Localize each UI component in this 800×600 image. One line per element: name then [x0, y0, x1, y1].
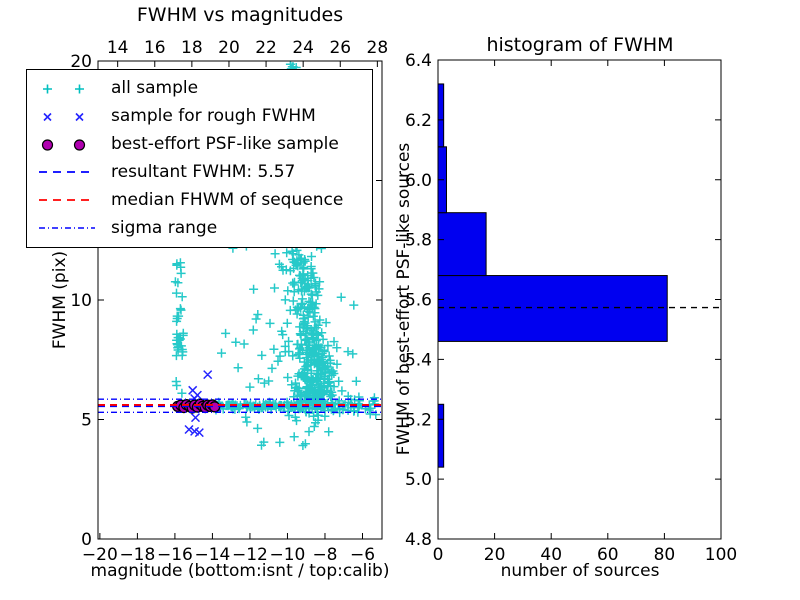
right-plot-x-tick-label: 80 — [654, 545, 676, 565]
legend-item-label: median FHWM of sequence — [111, 189, 344, 210]
right-plot-y-tick-label: 5.8 — [405, 231, 432, 251]
legend-item-label: resultant FWHM: 5.57 — [111, 161, 296, 182]
right-plot-data — [437, 83, 721, 468]
histogram-bar — [437, 275, 668, 342]
legend-item-label: sigma range — [111, 217, 218, 238]
right-plot-ylabel: FWHM of best-effort PSF-like sources — [394, 142, 414, 456]
left-plot-x-top-tick-label: 26 — [329, 38, 351, 58]
right-plot-x-tick-label: 100 — [705, 545, 737, 565]
legend-item-0: all sample — [35, 79, 368, 99]
histogram-bar — [437, 212, 487, 277]
plus-icon — [35, 79, 99, 99]
left-plot-x-top-tick-label: 16 — [144, 38, 166, 58]
left-plot-x-bottom-tick-label: −8 — [312, 545, 337, 565]
dashed-line-icon — [35, 162, 99, 182]
left-plot-x-top-tick-label: 24 — [292, 38, 314, 58]
right-plot-y-tick-label: 6.2 — [405, 111, 432, 131]
left-plot-x-bottom-tick-label: −16 — [157, 545, 193, 565]
dashdot-line-icon — [35, 218, 99, 238]
left-plot-x-bottom-tick-label: −10 — [270, 545, 306, 565]
left-plot-x-top-tick-label: 22 — [255, 38, 277, 58]
left-plot-y-tick-label: 0 — [81, 530, 92, 550]
right-plot-x-tick-label: 40 — [540, 545, 562, 565]
right-plot-y-tick-label: 6.0 — [405, 171, 432, 191]
right-plot-y-tick-label: 6.4 — [405, 51, 432, 71]
left-plot-xlabel: magnitude (bottom:isnt / top:calib) — [90, 561, 390, 581]
left-plot-x-bottom-tick-label: −18 — [119, 545, 155, 565]
circle-icon — [35, 135, 99, 155]
left-plot-title: FWHM vs magnitudes — [136, 4, 344, 26]
legend-item-4: median FHWM of sequence — [35, 190, 368, 210]
left-plot-data — [98, 61, 382, 450]
legend-item-1: sample for rough FWHM — [35, 107, 368, 127]
left-plot-x-bottom-tick-label: −20 — [82, 545, 118, 565]
right-plot-y-tick-label: 5.4 — [405, 350, 432, 370]
cross-icon — [35, 107, 99, 127]
right-plot-xlabel: number of sources — [500, 561, 660, 581]
right-plot-y-tick-label: 5.6 — [405, 291, 432, 311]
right-plot-y-tick-label: 5.2 — [405, 410, 432, 430]
left-plot-ylabel: FWHM (pix) — [50, 250, 70, 350]
right-plot-title: histogram of FWHM — [486, 34, 674, 56]
legend-item-3: resultant FWHM: 5.57 — [35, 162, 368, 182]
left-plot-x-top-tick-label: 20 — [218, 38, 240, 58]
left-plot-x-bottom-tick-label: −6 — [350, 545, 375, 565]
legend-item-5: sigma range — [35, 218, 368, 238]
left-plot-y-tick-label: 5 — [81, 411, 92, 431]
left-plot-y-tick-label: 20 — [70, 52, 92, 72]
right-plot-y-tick-label: 4.8 — [405, 530, 432, 550]
legend-item-label: sample for rough FWHM — [111, 106, 316, 127]
left-plot-y-tick-label: 10 — [70, 291, 92, 311]
right-plot-x-tick-label: 0 — [433, 545, 444, 565]
right-plot-x-tick-label: 60 — [597, 545, 619, 565]
legend-item-label: all sample — [111, 78, 199, 99]
legend: all sample sample for rough FWHM best-effo… — [26, 69, 373, 248]
left-plot-x-bottom-tick-label: −14 — [194, 545, 230, 565]
left-plot-x-bottom-tick-label: −12 — [232, 545, 268, 565]
dashed-line-icon — [35, 190, 99, 210]
left-plot-x-top-tick-label: 18 — [181, 38, 203, 58]
histogram-bar — [437, 403, 445, 468]
legend-item-2: best-effort PSF-like sample — [35, 135, 368, 155]
left-plot-x-top-tick-label: 14 — [107, 38, 129, 58]
right-plot-y-tick-label: 5.0 — [405, 470, 432, 490]
histogram-bar — [437, 83, 445, 148]
legend-item-label: best-effort PSF-like sample — [111, 134, 339, 155]
right-plot-x-tick-label: 20 — [484, 545, 506, 565]
left-plot-x-top-tick-label: 28 — [367, 38, 389, 58]
